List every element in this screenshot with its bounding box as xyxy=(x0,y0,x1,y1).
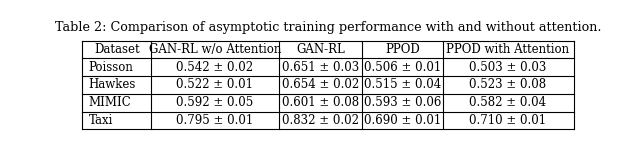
Text: 0.582 ± 0.04: 0.582 ± 0.04 xyxy=(470,96,547,109)
Text: 0.832 ± 0.02: 0.832 ± 0.02 xyxy=(282,114,359,127)
Text: MIMIC: MIMIC xyxy=(88,96,131,109)
Text: 0.515 ± 0.04: 0.515 ± 0.04 xyxy=(364,78,441,91)
Text: Hawkes: Hawkes xyxy=(88,78,136,91)
Text: 0.690 ± 0.01: 0.690 ± 0.01 xyxy=(364,114,441,127)
Text: 0.592 ± 0.05: 0.592 ± 0.05 xyxy=(176,96,253,109)
Text: Poisson: Poisson xyxy=(88,61,133,74)
Text: 0.542 ± 0.02: 0.542 ± 0.02 xyxy=(177,61,253,74)
Text: 0.654 ± 0.02: 0.654 ± 0.02 xyxy=(282,78,359,91)
Text: 0.522 ± 0.01: 0.522 ± 0.01 xyxy=(177,78,253,91)
Text: GAN-RL: GAN-RL xyxy=(296,43,345,56)
Text: 0.503 ± 0.03: 0.503 ± 0.03 xyxy=(469,61,547,74)
Text: PPOD with Attention: PPOD with Attention xyxy=(447,43,570,56)
Text: GAN-RL w/o Attention: GAN-RL w/o Attention xyxy=(148,43,281,56)
Text: 0.601 ± 0.08: 0.601 ± 0.08 xyxy=(282,96,359,109)
Text: Taxi: Taxi xyxy=(88,114,113,127)
Text: 0.795 ± 0.01: 0.795 ± 0.01 xyxy=(176,114,253,127)
Text: Table 2: Comparison of asymptotic training performance with and without attentio: Table 2: Comparison of asymptotic traini… xyxy=(55,21,601,34)
Text: 0.651 ± 0.03: 0.651 ± 0.03 xyxy=(282,61,359,74)
Text: 0.710 ± 0.01: 0.710 ± 0.01 xyxy=(470,114,547,127)
Text: 0.506 ± 0.01: 0.506 ± 0.01 xyxy=(364,61,441,74)
Text: 0.523 ± 0.08: 0.523 ± 0.08 xyxy=(470,78,547,91)
Text: 0.593 ± 0.06: 0.593 ± 0.06 xyxy=(364,96,441,109)
Text: Dataset: Dataset xyxy=(94,43,140,56)
Text: PPOD: PPOD xyxy=(385,43,420,56)
